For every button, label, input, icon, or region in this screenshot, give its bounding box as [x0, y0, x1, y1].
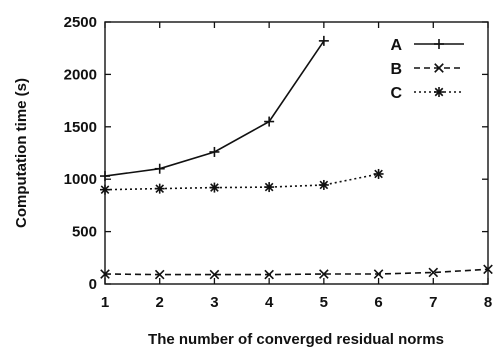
data-point	[154, 163, 165, 174]
marker-stroke	[100, 185, 110, 194]
x-tick-label: 6	[374, 294, 382, 311]
marker-stroke	[264, 269, 274, 280]
marker-stroke	[210, 183, 219, 192]
marker-stroke	[154, 269, 165, 280]
x-tick-label: 8	[484, 294, 492, 311]
marker-stroke	[434, 87, 444, 97]
legend-label: B	[390, 61, 402, 78]
series-line	[104, 268, 489, 276]
data-point	[209, 182, 220, 193]
x-axis-ticks: 1 2 3 4 5 6 7 8	[101, 22, 492, 311]
marker-stroke	[483, 264, 493, 275]
y-tick-label: 1000	[64, 171, 97, 188]
series-layer	[100, 35, 493, 280]
data-point	[154, 183, 165, 194]
marker-stroke	[319, 180, 329, 190]
data-point	[100, 269, 110, 279]
legend-marker	[434, 87, 444, 97]
marker-stroke	[434, 63, 444, 73]
legend-label: C	[390, 85, 402, 102]
data-point	[100, 171, 110, 182]
data-point	[428, 267, 439, 278]
series-a	[100, 35, 329, 182]
x-tick-label: 3	[210, 294, 218, 311]
legend-marker	[434, 63, 444, 73]
data-point	[318, 35, 329, 46]
y-axis-ticks: 0 500 1000 1500 2000 2500	[64, 14, 488, 293]
legend-item-a: A	[390, 37, 464, 54]
data-point	[319, 269, 329, 279]
x-tick-label: 7	[429, 294, 437, 311]
marker-stroke	[319, 269, 329, 279]
legend-label: A	[390, 37, 402, 54]
data-point	[264, 182, 275, 193]
data-point	[483, 264, 493, 275]
data-point	[373, 269, 384, 279]
x-tick-label: 1	[101, 294, 109, 311]
data-point	[209, 146, 220, 157]
marker-stroke	[209, 269, 220, 280]
x-tick-label: 2	[156, 294, 164, 311]
x-tick-label: 4	[265, 294, 274, 311]
series-c	[100, 168, 384, 195]
x-tick-label: 5	[320, 294, 328, 311]
legend-marker	[434, 39, 444, 49]
marker-stroke	[155, 184, 165, 193]
data-point	[264, 116, 275, 127]
marker-stroke	[373, 269, 384, 279]
marker-stroke	[428, 267, 439, 278]
marker-stroke	[100, 269, 110, 279]
marker-stroke	[374, 169, 383, 179]
data-point	[154, 269, 165, 280]
data-point	[100, 184, 110, 195]
legend-item-b: B	[390, 61, 464, 78]
y-tick-label: 500	[72, 224, 97, 241]
y-tick-label: 2500	[64, 14, 97, 31]
marker-stroke	[264, 182, 274, 192]
series-line	[104, 173, 379, 191]
x-axis-title: The number of converged residual norms	[148, 331, 444, 348]
data-point	[318, 179, 329, 190]
legend: ABC	[390, 37, 464, 102]
data-point	[264, 269, 274, 280]
y-axis-title: Computation time (s)	[13, 78, 30, 228]
data-point	[373, 168, 384, 179]
legend-item-c: C	[390, 85, 464, 102]
y-tick-label: 2000	[64, 66, 97, 83]
plot-frame	[104, 21, 489, 285]
series-b	[100, 264, 493, 280]
y-tick-label: 1500	[64, 119, 97, 136]
data-point	[209, 269, 220, 280]
y-tick-label: 0	[89, 276, 97, 293]
